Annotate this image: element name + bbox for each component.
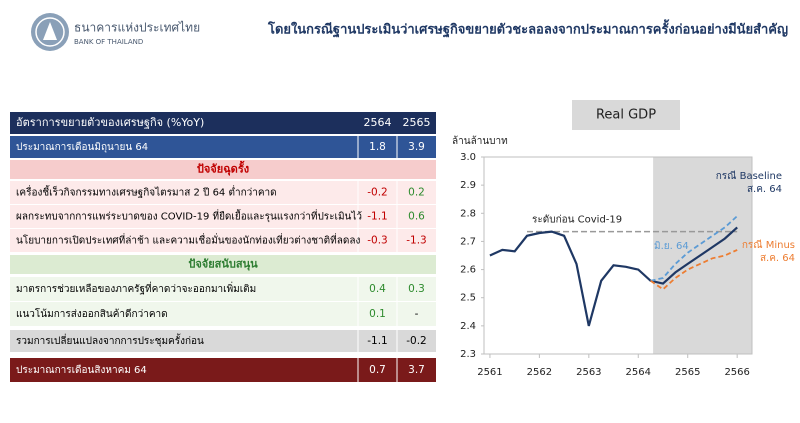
row-value: 0.2: [408, 187, 425, 199]
row-value: -0.2: [406, 335, 427, 347]
table-row-bg: [10, 181, 436, 204]
table-row-bg: [10, 358, 436, 382]
series-label-line: กรณี Baseline: [716, 170, 782, 182]
y-axis-label: ล้านล้านบาท: [452, 135, 508, 147]
org-name: ธนาคารแห่งประเทศไทย: [74, 21, 200, 35]
y-tick-label: 2.3: [460, 349, 476, 360]
plot-frame: [483, 156, 753, 355]
y-tick-label: 2.8: [460, 208, 476, 219]
x-tick-label: 2562: [527, 367, 552, 378]
row-value: 0.3: [408, 283, 425, 295]
y-tick-label: 2.9: [460, 180, 476, 191]
row-label: มาตรการช่วยเหลือของภาครัฐที่คาดว่าจะออกม…: [16, 281, 256, 295]
row-value: -1.3: [406, 235, 427, 247]
y-tick-label: 2.7: [460, 236, 476, 247]
series-line: [489, 226, 738, 327]
table-row-bg: [10, 205, 436, 228]
table-header-cell: 2564: [364, 116, 392, 129]
reference-label: ระดับก่อน Covid-19: [532, 215, 622, 226]
row-label: เครื่องชี้เร็วกิจกรรมทางเศรษฐกิจไตรมาส 2…: [16, 185, 277, 199]
row-value: -0.2: [367, 187, 388, 199]
x-tick-label: 2566: [724, 367, 749, 378]
table-header-cell: อัตราการขยายตัวของเศรษฐกิจ (%YoY): [16, 116, 204, 129]
chart-title: Real GDP: [596, 108, 656, 123]
row-value: 0.1: [369, 308, 386, 320]
table-row-bg: [10, 330, 436, 352]
row-value: 3.7: [408, 364, 425, 376]
series-line: [650, 215, 738, 282]
y-tick-label: 2.5: [460, 293, 476, 304]
row-label: รวมการเปลี่ยนแปลงจากการประชุมครั้งก่อน: [16, 333, 204, 347]
row-label: ประมาณการเดือนมิถุนายน 64: [16, 141, 148, 153]
org-name-en: BANK OF THAILAND: [74, 38, 143, 46]
x-tick-label: 2564: [626, 367, 651, 378]
series-label: กรณี Minus ส.ค. 64: [742, 239, 795, 264]
x-tick-label: 2565: [675, 367, 700, 378]
series-label-line: กรณี Minus: [742, 239, 795, 251]
row-value: -1.1: [367, 335, 388, 347]
row-label: ผลกระทบจากการแพร่ระบาดของ COVID-19 ที่ยื…: [16, 209, 362, 223]
row-value: 0.6: [408, 211, 425, 223]
x-tick-label: 2563: [576, 367, 601, 378]
row-label: นโยบายการเปิดประเทศที่ล่าช้า และความเชื่…: [16, 233, 360, 247]
row-value: -1.1: [367, 211, 388, 223]
y-tick-label: 3.0: [460, 152, 476, 163]
chart-title-box: [572, 100, 680, 130]
table-header-cell: 2565: [403, 116, 431, 129]
y-tick-label: 2.4: [460, 321, 476, 332]
row-value: 0.7: [369, 364, 386, 376]
row-value: -0.3: [367, 235, 388, 247]
logo: [31, 13, 69, 51]
table-header-bg: [10, 112, 436, 134]
table-row-bg: [10, 277, 436, 301]
row-label: ประมาณการเดือนสิงหาคม 64: [16, 364, 147, 376]
section-header: ปัจจัยสนับสนุน: [188, 258, 258, 272]
table-row-bg: [10, 160, 436, 179]
table-row-bg: [10, 136, 436, 158]
y-tick-label: 2.6: [460, 265, 476, 276]
series-label-line: ส.ค. 64: [747, 184, 782, 195]
section-header: ปัจจัยฉุดรั้ง: [197, 161, 249, 177]
row-label: แนวโน้มการส่งออกสินค้าดีกว่าคาด: [16, 307, 168, 320]
row-value: 3.9: [408, 141, 425, 153]
shaded-region: [653, 157, 752, 354]
row-value: 1.8: [369, 141, 386, 153]
slide-title: โดยในกรณีฐานประเมินว่าเศรษฐกิจขยายตัวชะล…: [267, 19, 788, 39]
series-line: [650, 249, 738, 291]
table-row-bg: [10, 229, 436, 252]
row-value: -: [415, 308, 419, 320]
series-label: กรณี Baseline ส.ค. 64: [716, 170, 782, 195]
series-label-line: ส.ค. 64: [760, 253, 795, 264]
table-row-bg: [10, 302, 436, 326]
row-value: 0.4: [369, 283, 386, 295]
table-row-bg: [10, 255, 436, 274]
series-label: มิ.ย. 64: [654, 241, 689, 252]
x-tick-label: 2561: [477, 367, 502, 378]
